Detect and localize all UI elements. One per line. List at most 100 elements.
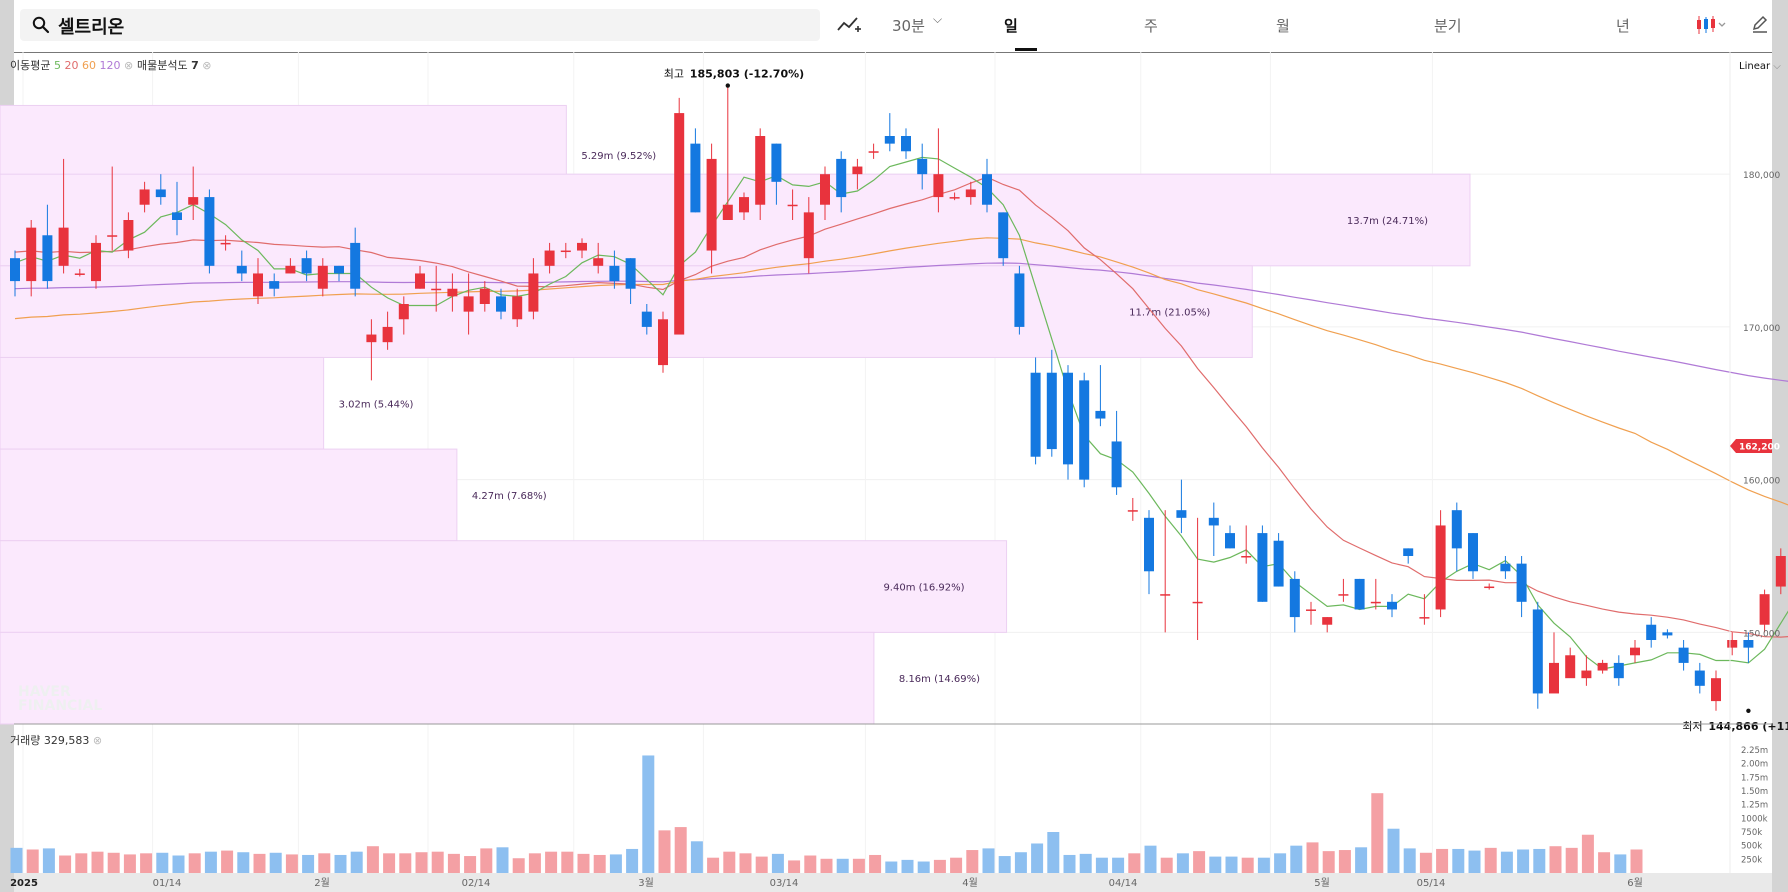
time-tick-label: 2월 [314,877,330,889]
candle-body [982,174,992,205]
volume-bar [172,855,185,873]
volume-bar [1468,850,1481,873]
candle-body [220,242,231,245]
candle-body [706,158,717,251]
volume-bar [1500,851,1513,873]
candle-body [1500,563,1511,572]
candle-body [1127,510,1138,512]
profile-legend[interactable]: 매물분석도 7 ⊗ [137,57,211,73]
candle-body [204,197,215,266]
add-indicator-icon[interactable] [836,14,862,36]
volume-bar [933,859,946,873]
volume-bar [836,858,849,873]
volume-bar [1403,848,1416,873]
volume-bar [1306,842,1319,873]
candle-body [544,250,555,266]
volume-bar [528,853,541,873]
candle-body [236,265,247,274]
volume-tick-label: 2.25m [1741,746,1768,756]
search-box[interactable]: 셀트리온 [20,9,820,41]
candle-body [1694,670,1705,686]
scale-mode-toggle[interactable]: Linear ⌵ [1739,61,1781,72]
volume-bar [383,853,396,873]
search-input[interactable]: 셀트리온 [58,17,125,38]
volume-bar [1031,843,1044,873]
tab-year[interactable]: 년 [1616,17,1630,35]
candle-body [1451,510,1462,549]
tab-week[interactable]: 주 [1144,17,1158,35]
candle-body [1630,647,1640,656]
candle-body [1241,556,1252,558]
volume-bar [561,851,574,873]
candle-body [1678,647,1689,663]
candle-body [1403,548,1414,556]
volume-bar [26,849,39,873]
candle-body [1646,624,1657,640]
volume-bar [1452,848,1465,873]
candle-body [269,281,280,289]
volume-bar [123,854,136,873]
time-tick-label: 3월 [638,877,654,889]
time-tick-label: 5월 [1314,877,1330,889]
volume-bar [1014,852,1027,873]
volume-bar [1355,847,1368,873]
volume-bar [447,853,460,873]
volume-bar [885,861,898,873]
candlestick-type-icon[interactable] [1694,14,1728,36]
candle-body [447,288,458,297]
volume-profile-label: 3.02m (5.44%) [339,399,414,410]
candle-body [820,174,830,205]
ma-60-line [14,237,1788,506]
volume-bar [820,858,833,873]
volume-legend[interactable]: 거래량 329,583 ⊗ [10,732,102,748]
volume-bar [545,851,558,873]
candle-body [42,235,53,282]
candle-body [803,212,814,259]
candle-body [382,326,393,343]
candle-body [577,242,587,251]
volume-bar [1128,853,1141,873]
candle-body [722,204,733,220]
scale-mode-label: Linear [1739,61,1771,72]
ma-legend[interactable]: 이동평균 5 20 60 120 ⊗ [10,57,133,73]
volume-bar [1290,845,1303,873]
tab-month[interactable]: 월 [1276,17,1290,35]
close-icon[interactable]: ⊗ [92,734,103,747]
close-icon[interactable]: ⊗ [123,59,134,72]
volume-bar [1176,853,1189,873]
volume-profile-bar [0,631,875,725]
candle-body [1257,533,1268,602]
pencil-icon[interactable] [1750,14,1770,34]
candle-body [496,296,506,312]
candle-body [560,250,571,253]
volume-tick-label: 750k [1741,828,1762,838]
profile-legend-label: 매물분석도 [137,59,188,72]
volume-bar [140,853,153,873]
chevron-down-icon[interactable]: ⌵ [933,12,943,26]
low-label-prefix: 최저 [1682,720,1702,733]
time-tick-label: 2025 [10,878,38,889]
candle-body [901,136,911,152]
volume-bar [285,854,298,873]
volume-bar [204,851,217,873]
volume-bar [59,855,72,873]
time-tick-label: 01/14 [153,878,182,889]
candle-body [1225,533,1235,549]
close-icon[interactable]: ⊗ [202,59,212,72]
volume-tick-label: 250k [1741,855,1762,865]
volume-tick-label: 1.75m [1741,773,1768,783]
volume-bar [1241,857,1254,873]
candle-body [1046,372,1057,450]
volume-profile-bar [0,356,325,450]
interval-dropdown[interactable]: 30분 [892,17,925,35]
candle-body [1338,594,1349,596]
tab-day[interactable]: 일 [1004,17,1018,35]
time-tick-label: 6월 [1627,877,1643,889]
candle-body [1030,372,1041,457]
candle-body [868,151,879,153]
volume-legend-value: 329,583 [43,734,90,747]
volume-bar [609,854,622,873]
volume-profile-label: 5.29m (9.52%) [581,151,656,162]
tab-quarter[interactable]: 분기 [1434,17,1462,35]
